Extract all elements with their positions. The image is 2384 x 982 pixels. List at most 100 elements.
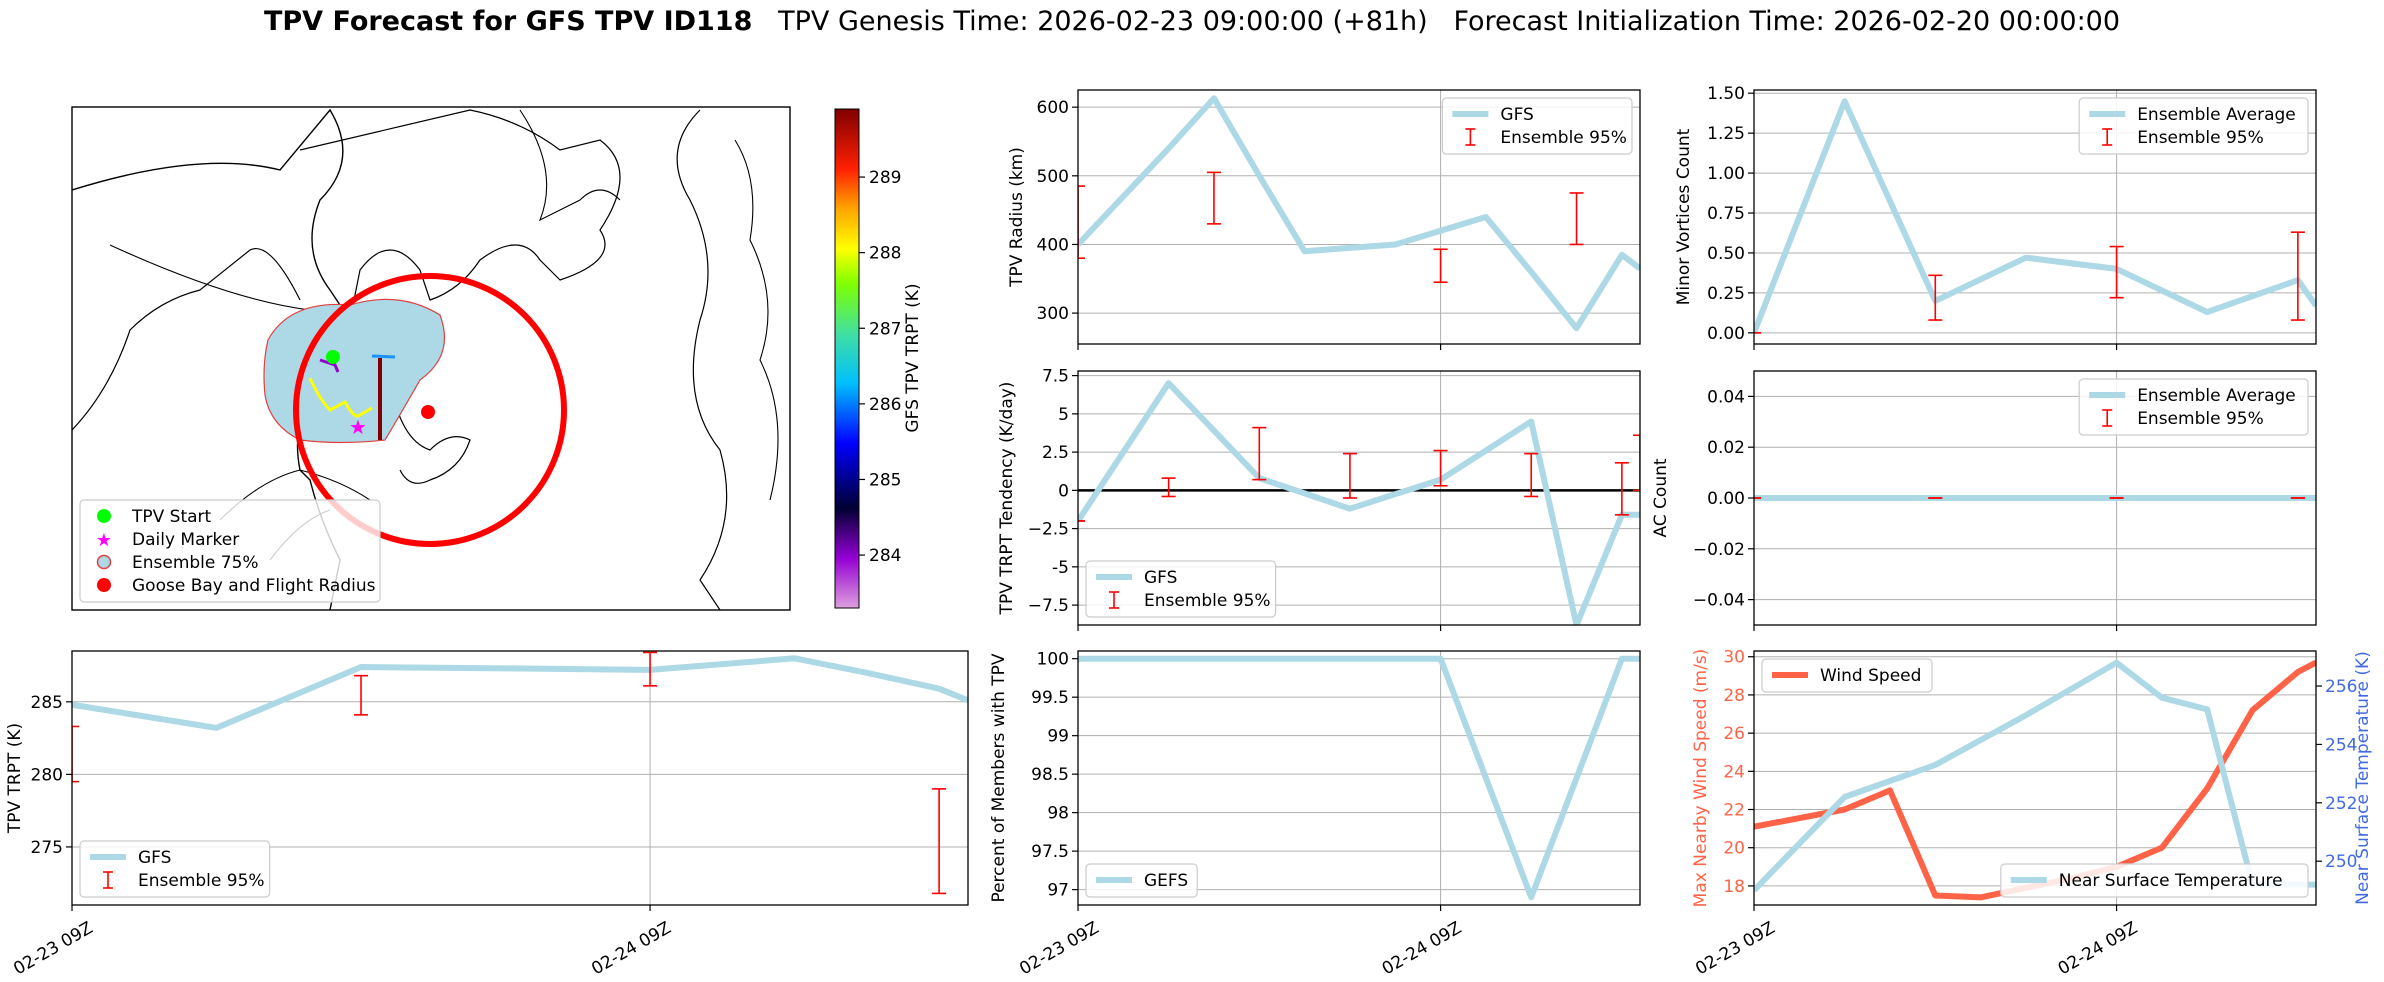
flight-radius-circle — [293, 273, 567, 547]
ylabel-right-wind_temp: Near Surface Temperature (K) — [2353, 651, 2373, 905]
legend-members: GEFS — [1085, 863, 1198, 898]
ensemble-errorbar — [1433, 248, 1448, 284]
legend-tendency: GFS Ensemble 95% — [1085, 560, 1277, 618]
ytick-label: 22 — [1723, 801, 1745, 821]
legend-minor: Ensemble Average Ensemble 95% — [2078, 97, 2309, 155]
series-line-trpt-0 — [72, 655, 968, 731]
ytick-label: 1.00 — [1707, 164, 1745, 184]
legend-star-icon: ★ — [96, 530, 112, 551]
ytick-label: 98 — [1047, 804, 1069, 824]
ytick-label: 0.00 — [1707, 489, 1745, 509]
axes-frame — [1077, 89, 1641, 345]
colorbar-tick-label: 284 — [869, 546, 901, 566]
ytick-label: 100 — [1037, 650, 1069, 670]
plot-area-minor — [1754, 98, 2316, 334]
ylabel-wind_temp: Max Nearby Wind Speed (m/s) — [1691, 649, 1711, 908]
chart-ac: −0.04 −0.02 0.00 0.02 0.04 AC Count Ensemble A… — [1651, 370, 2317, 631]
xtick-label: 02-23 09Z — [10, 918, 96, 979]
ensemble-errorbar — [72, 725, 79, 783]
series-line-minor-0 — [1754, 98, 2316, 334]
ensemble-errorbar — [1252, 426, 1267, 481]
xtick-label: 02-23 09Z — [1016, 918, 1102, 979]
legend-daily-marker: Daily Marker — [132, 530, 239, 550]
map-legend: TPV Start ★ Daily Marker Ensemble 75% Go… — [79, 499, 381, 603]
ytick-label: −0.04 — [1693, 591, 1745, 611]
ensemble-errorbar — [1161, 477, 1176, 498]
ytick-label: 400 — [1037, 235, 1069, 255]
ytick-right-label: 256 — [2325, 677, 2357, 697]
axes-frame — [1753, 89, 2317, 345]
legend-errorbar-swatch — [2102, 128, 2113, 146]
axes-frame — [71, 650, 969, 906]
ytick-label: 7.5 — [1042, 367, 1069, 387]
series-line-members-0 — [1078, 655, 1640, 901]
daily-marker: ★ — [349, 415, 367, 439]
legend-label: Near Surface Temperature — [2059, 871, 2283, 891]
ensemble-errorbar — [1342, 452, 1357, 499]
legend-label: Ensemble 95% — [1500, 128, 1627, 148]
map-frame — [71, 106, 791, 611]
ylabel-tendency: TPV TRPT Tendency (K/day) — [997, 382, 1017, 616]
tpv-track-dark — [319, 358, 340, 373]
ensemble-errorbar — [1524, 452, 1539, 498]
ytick-label: 97 — [1047, 881, 1069, 901]
series-line-wind_temp-0 — [1754, 659, 2316, 901]
tpv-start-marker — [326, 350, 340, 364]
legend-label: GFS — [1500, 105, 1533, 125]
genesis-time: TPV Genesis Time: 2026-02-23 09:00:00 (+… — [778, 6, 1428, 37]
ytick-label: 97.5 — [1031, 842, 1069, 862]
legend-label: GFS — [1144, 568, 1177, 588]
ylabel-minor: Minor Vortices Count — [1674, 128, 1694, 305]
colorbar-tick-label: 287 — [869, 319, 901, 339]
colorbar — [834, 108, 860, 609]
ytick-label: 500 — [1037, 167, 1069, 187]
ensemble-errorbar — [932, 788, 947, 895]
chart-minor: 0.00 0.25 0.50 0.75 1.00 1.25 1.50 Minor Vortic… — [1674, 84, 2317, 350]
ytick-label: 0.50 — [1707, 244, 1745, 264]
ensemble-errorbar — [1633, 434, 1640, 492]
ytick-label: 0.04 — [1707, 387, 1745, 407]
colorbar-tick-label: 286 — [869, 395, 901, 415]
colorbar-tick-label: 285 — [869, 470, 901, 490]
axes-frame — [1753, 370, 2317, 626]
legend-label: Ensemble 95% — [138, 871, 265, 891]
ytick-label: 26 — [1723, 724, 1745, 744]
legend-goose-bay: Goose Bay and Flight Radius — [132, 576, 376, 596]
series-line-radius-0 — [1078, 95, 1640, 332]
ytick-label: −0.02 — [1693, 540, 1745, 560]
ytick-label: 1.25 — [1707, 124, 1745, 144]
chart-trpt: 275 280 285 02-23 09Z 02-24 09Z TPV TRPT (K) G… — [5, 650, 969, 979]
ensemble-errorbar — [2290, 231, 2305, 321]
chart-wind_temp: 18 20 22 24 26 28 30 02-23 09Z 02-24 09Z Max Near… — [1691, 648, 2373, 980]
ytick-label: 98.5 — [1031, 765, 1069, 785]
figure-title: TPV Forecast for GFS TPV ID118 TPV Genes… — [0, 6, 2384, 37]
xtick-label: 02-23 09Z — [1692, 918, 1778, 979]
legend-label: GFS — [138, 848, 171, 868]
xtick-label: 02-24 09Z — [588, 918, 674, 979]
ytick-label: 99 — [1047, 727, 1069, 747]
ensemble-errorbar — [1928, 274, 1943, 321]
axes-frame — [1077, 650, 1641, 906]
ytick-label: 1.50 — [1707, 84, 1745, 104]
legend-ensemble-icon — [96, 554, 112, 570]
ytick-label: 280 — [31, 765, 63, 785]
ytick-label: 0.00 — [1707, 324, 1745, 344]
ytick-right-label: 254 — [2325, 735, 2357, 755]
plot-area-tendency — [1078, 380, 1640, 625]
legend-tpv-start: TPV Start — [131, 507, 212, 527]
ensemble-errorbar — [1206, 171, 1221, 225]
legend-trpt: GFS Ensemble 95% — [79, 840, 271, 898]
legend-errorbar-swatch — [1465, 128, 1476, 146]
legend-wind_temp: Wind Speed — [1761, 658, 1933, 693]
ytick-label: −2.5 — [1028, 520, 1069, 540]
legend-ensemble-75: Ensemble 75% — [132, 553, 259, 573]
legend-tpv-start-icon — [97, 509, 111, 523]
colorbar-tick-label: 289 — [869, 168, 901, 188]
legend-ac: Ensemble Average Ensemble 95% — [2078, 378, 2309, 436]
legend-radius: GFS Ensemble 95% — [1441, 97, 1633, 155]
ytick-label: 28 — [1723, 686, 1745, 706]
ytick-right-label: 250 — [2325, 852, 2357, 872]
ensemble-errorbar — [1078, 185, 1085, 259]
legend-label: Ensemble 95% — [2137, 409, 2264, 429]
